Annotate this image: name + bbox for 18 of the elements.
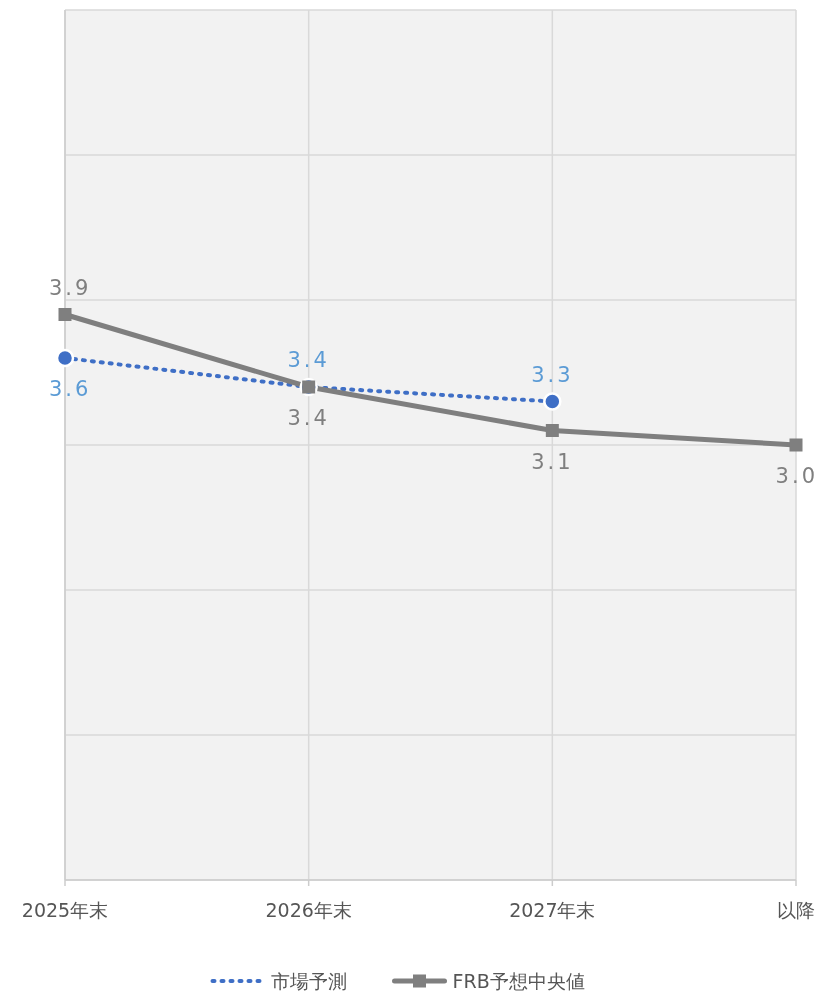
x-tick-label: 2025年末 [21,899,109,921]
point [543,392,562,411]
data-label: 3.0 [775,464,818,488]
data-label: 3.4 [287,348,330,372]
point [58,308,72,321]
data-label: 3.3 [531,362,574,387]
point [545,424,559,437]
legend-label: 市場予測 [270,970,347,992]
data-label: 3.4 [287,406,330,430]
data-label: 3.9 [49,275,92,300]
legend-label: FRB予想中央値 [452,970,585,992]
point [789,438,803,452]
x-tick-label: 2026年末 [265,899,352,921]
data-label: 3.6 [49,377,92,401]
x-tick-label: 2027年末 [509,899,596,921]
point [55,348,75,368]
data-label: 3.1 [531,449,574,474]
x-tick-label: 以降 [777,899,815,921]
